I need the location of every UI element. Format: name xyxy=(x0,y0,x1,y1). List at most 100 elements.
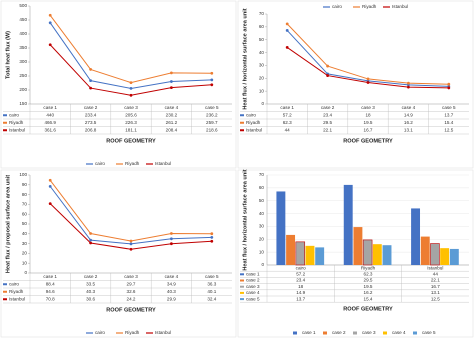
legend-label: Istanbul xyxy=(392,4,408,9)
legend-label: Istanbul xyxy=(155,161,171,166)
y-axis-title: Heat flux / horizontal surface area unit xyxy=(242,169,248,270)
table-cell: 13.7 xyxy=(296,296,305,301)
table-header: case 2 xyxy=(84,274,98,279)
x-axis-title: ROOF GEOMETRY xyxy=(343,307,393,313)
marker xyxy=(129,93,133,97)
marker xyxy=(326,74,329,77)
marker xyxy=(366,77,370,81)
table-swatch xyxy=(240,279,244,282)
table-cell: 57.2 xyxy=(283,112,292,117)
marker xyxy=(89,86,92,90)
table-cell: 13.1 xyxy=(431,290,440,295)
table-cell: 18 xyxy=(298,284,304,289)
table-cell: 44 xyxy=(433,272,439,277)
y-tick-label: 90 xyxy=(22,182,28,187)
bar xyxy=(305,245,315,265)
table-header: case 5 xyxy=(205,105,219,110)
marker xyxy=(447,82,451,86)
marker xyxy=(48,13,52,17)
y-tick-label: 30 xyxy=(22,241,28,246)
y-tick-label: 350 xyxy=(19,45,27,50)
y-tick-label: 10 xyxy=(22,260,28,265)
x-axis-title: ROOF GEOMETRY xyxy=(106,138,156,144)
legend-label: case 5 xyxy=(422,330,436,335)
y-tick-label: 40 xyxy=(259,211,265,216)
table-cell: 62.3 xyxy=(364,272,373,277)
y-tick-label: 40 xyxy=(259,50,265,55)
marker xyxy=(210,239,214,243)
bar xyxy=(353,227,363,265)
y-tick-label: 20 xyxy=(22,251,28,256)
table-cell: 15.4 xyxy=(444,120,453,125)
y-tick-label: 30 xyxy=(259,224,265,229)
bar xyxy=(411,208,421,265)
marker xyxy=(170,71,173,75)
marker xyxy=(129,239,133,243)
table-row-label: Istanbul xyxy=(246,127,262,132)
marker xyxy=(285,22,289,26)
marker xyxy=(89,232,92,235)
marker xyxy=(48,21,52,25)
legend-label: case 4 xyxy=(392,330,406,335)
table-row-label: case 2 xyxy=(246,278,260,283)
bar xyxy=(295,241,306,266)
marker xyxy=(48,202,52,206)
legend-label: cairo xyxy=(332,4,342,9)
table-cell: 34.9 xyxy=(167,281,176,286)
marker xyxy=(407,85,410,89)
table-header: case 3 xyxy=(124,105,138,110)
marker xyxy=(48,178,52,182)
panel xyxy=(0,169,237,338)
y-tick-label: 50 xyxy=(259,37,265,42)
table-swatch xyxy=(240,121,244,124)
table-cell: 13.1 xyxy=(404,127,413,132)
y-tick-label: 300 xyxy=(19,59,27,64)
y-axis-title: Total heat flux (W) xyxy=(5,31,11,79)
marker xyxy=(210,232,214,236)
y-tick-label: 70 xyxy=(259,172,265,177)
table-cell: 466.9 xyxy=(44,120,56,125)
table-cell: 16.2 xyxy=(404,120,413,125)
table-row-label: case 5 xyxy=(246,296,260,301)
table-row-label: cairo xyxy=(9,281,19,286)
marker xyxy=(129,242,133,246)
table-cell: 206.8 xyxy=(85,127,97,132)
y-tick-label: 70 xyxy=(22,202,28,207)
table-cell: 30.6 xyxy=(86,296,95,301)
marker xyxy=(210,78,214,82)
table-cell: 218.6 xyxy=(206,127,218,132)
table-cell: 440 xyxy=(46,112,54,117)
legend-swatch xyxy=(383,331,387,335)
bar xyxy=(286,234,296,265)
y-tick-label: 250 xyxy=(19,73,27,78)
legend-label: case 2 xyxy=(332,330,346,335)
table-cell: 14.9 xyxy=(296,290,305,295)
table-cell: 233.4 xyxy=(85,112,97,117)
marker xyxy=(89,241,92,245)
table-header: case 4 xyxy=(402,105,416,110)
table-header: case 4 xyxy=(165,274,179,279)
marker xyxy=(170,237,173,241)
table-cell: 12.5 xyxy=(431,296,440,301)
y-tick-label: 20 xyxy=(259,76,265,81)
table-cell: 18 xyxy=(365,112,371,117)
table-cell: 16.2 xyxy=(364,290,373,295)
table-header: case 3 xyxy=(124,274,138,279)
legend-label: Riyadh xyxy=(362,4,377,9)
table-swatch xyxy=(240,114,244,117)
y-axis-title: Heat flux / proposal surface area unit xyxy=(5,175,11,273)
table-cell: 32.4 xyxy=(207,296,216,301)
table-header: case 4 xyxy=(165,105,179,110)
y-tick-label: 0 xyxy=(24,270,27,275)
legend-label: cairo xyxy=(95,330,105,335)
marker xyxy=(210,71,214,75)
legend-label: Riyadh xyxy=(125,330,140,335)
table-cell: 14.9 xyxy=(404,112,413,117)
table-header: case 3 xyxy=(361,105,375,110)
bar xyxy=(343,184,353,265)
marker xyxy=(210,83,214,87)
table-cell: 29.7 xyxy=(127,281,136,286)
table-cell: 94.6 xyxy=(46,289,55,294)
marker xyxy=(48,43,52,47)
bar xyxy=(315,247,325,265)
